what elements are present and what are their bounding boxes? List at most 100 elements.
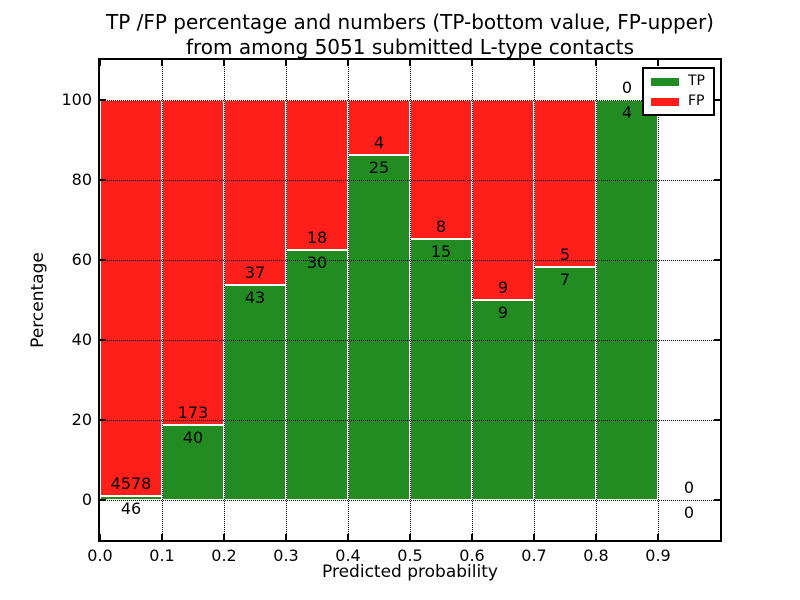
x-tick <box>657 60 659 66</box>
y-tick-label: 100 <box>61 90 92 109</box>
x-tick <box>595 534 597 540</box>
fp-count-label: 4578 <box>110 474 152 494</box>
y-tick <box>714 179 720 181</box>
fp-bar <box>224 100 286 285</box>
tp-count-label: 7 <box>559 269 571 289</box>
x-tick-label: 0.0 <box>87 546 113 565</box>
y-tick-label: 80 <box>71 170 92 189</box>
horizontal-gridline <box>100 340 720 341</box>
x-tick <box>471 60 473 66</box>
legend: TP FP <box>642 67 715 116</box>
chart-title-line1: TP /FP percentage and numbers (TP-bottom… <box>106 10 714 34</box>
x-tick <box>533 60 535 66</box>
x-tick <box>285 534 287 540</box>
y-tick-label: 40 <box>71 330 92 349</box>
tp-count-label: 4 <box>621 103 633 122</box>
horizontal-gridline <box>100 420 720 421</box>
tp-legend-label: TP <box>688 73 705 89</box>
x-tick <box>161 534 163 540</box>
fp-count-label: 9 <box>497 278 509 297</box>
x-tick <box>595 60 597 66</box>
y-tick <box>100 259 106 261</box>
tp-count-label: 46 <box>120 499 142 519</box>
horizontal-gridline <box>100 180 720 181</box>
fp-bar <box>100 100 162 497</box>
tp-count-label: 0 <box>683 503 695 522</box>
tp-count-label: 43 <box>244 288 266 307</box>
x-tick <box>99 60 101 66</box>
chart-title: TP /FP percentage and numbers (TP-bottom… <box>100 10 720 60</box>
x-tick <box>223 534 225 540</box>
x-tick-label: 0.2 <box>211 546 237 565</box>
fp-count-label: 18 <box>306 228 328 247</box>
plot-area: TP FP 4578 46 173 40 37 43 18 30 4 25 8 15 9 9 5 7 0 4 0 0 <box>98 58 722 542</box>
x-tick <box>409 534 411 540</box>
y-tick <box>714 499 720 501</box>
chart-title-line2: from among 5051 submitted L-type contact… <box>185 35 635 59</box>
x-tick <box>347 534 349 540</box>
vertical-gridline <box>596 60 597 540</box>
x-tick <box>471 534 473 540</box>
x-tick <box>99 534 101 540</box>
y-tick <box>100 99 106 101</box>
fp-count-label: 173 <box>177 402 209 422</box>
y-tick <box>714 419 720 421</box>
vertical-gridline <box>348 60 349 540</box>
tp-bar <box>224 285 286 500</box>
vertical-gridline <box>410 60 411 540</box>
tp-count-label: 30 <box>306 253 328 272</box>
tp-bar <box>534 266 596 500</box>
tp-legend-swatch <box>651 77 679 86</box>
fp-bar <box>534 100 596 267</box>
y-tick-label: 0 <box>81 490 92 509</box>
fp-count-label: 37 <box>244 263 266 282</box>
vertical-gridline <box>162 60 163 540</box>
fp-legend-label: FP <box>688 93 705 109</box>
tp-bar <box>100 496 162 500</box>
vertical-gridline <box>472 60 473 540</box>
horizontal-gridline <box>100 100 720 101</box>
fp-bar <box>162 100 224 425</box>
x-tick <box>347 60 349 66</box>
vertical-gridline <box>286 60 287 540</box>
tp-count-label: 40 <box>182 427 204 447</box>
y-tick <box>100 339 106 341</box>
x-tick-label: 0.6 <box>459 546 485 565</box>
x-tick <box>223 60 225 66</box>
horizontal-gridline <box>100 500 720 501</box>
x-tick-label: 0.4 <box>335 546 361 565</box>
tp-bar <box>596 100 658 500</box>
y-tick <box>100 499 106 501</box>
x-tick-label: 0.7 <box>521 546 547 565</box>
x-tick <box>161 60 163 66</box>
x-tick <box>409 60 411 66</box>
tp-count-label: 9 <box>497 303 509 322</box>
x-tick-label: 0.9 <box>645 546 671 565</box>
x-tick <box>533 534 535 540</box>
y-tick <box>714 339 720 341</box>
fp-count-label: 4 <box>373 133 385 153</box>
x-tick-label: 0.5 <box>397 546 423 565</box>
fp-count-label: 5 <box>559 244 571 264</box>
horizontal-gridline <box>100 260 720 261</box>
x-tick-label: 0.1 <box>149 546 175 565</box>
tp-bar <box>410 239 472 500</box>
x-axis-label: Predicted probability <box>322 562 498 582</box>
tp-count-label: 25 <box>368 158 390 178</box>
fp-bar <box>410 100 472 240</box>
fp-count-label: 8 <box>435 217 447 237</box>
y-tick <box>714 99 720 101</box>
fp-legend-swatch <box>651 97 679 106</box>
legend-entry-tp: TP <box>651 74 705 89</box>
y-tick-label: 60 <box>71 250 92 269</box>
x-tick-label: 0.3 <box>273 546 299 565</box>
y-tick <box>100 419 106 421</box>
y-tick <box>100 179 106 181</box>
legend-entry-fp: FP <box>651 94 705 109</box>
vertical-gridline <box>534 60 535 540</box>
fp-count-label: 0 <box>621 78 633 97</box>
y-tick-label: 20 <box>71 410 92 429</box>
x-tick <box>657 534 659 540</box>
x-tick <box>285 60 287 66</box>
